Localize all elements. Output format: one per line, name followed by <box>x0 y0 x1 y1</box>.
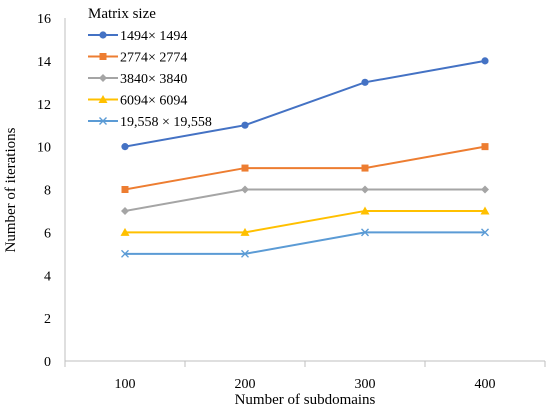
y-tick-label: 6 <box>44 226 51 241</box>
data-point <box>120 227 130 236</box>
legend-label: 19,558 × 19,558 <box>120 115 212 130</box>
legend-marker <box>99 31 107 39</box>
data-point <box>481 228 489 237</box>
series-line <box>125 209 485 234</box>
legend-item: 1494× 1494 <box>88 29 187 44</box>
series-1 <box>121 57 489 151</box>
data-point <box>361 228 369 237</box>
legend-item: 19,558 × 19,558 <box>88 115 212 130</box>
data-point <box>241 185 249 194</box>
legend-marker <box>98 95 108 103</box>
y-tick-label: 16 <box>37 12 51 27</box>
legend: Matrix size 1494× 1494 2774× 2774 3840× 384… <box>88 6 212 130</box>
x-axis-label: Number of subdomains <box>235 392 376 408</box>
legend-label: 6094× 6094 <box>120 94 187 109</box>
legend-item: 2774× 2774 <box>88 51 187 66</box>
y-tick-label: 10 <box>37 141 51 156</box>
y-tick-label: 12 <box>37 98 51 113</box>
x-tick-label: 200 <box>235 377 256 392</box>
data-point <box>360 206 370 215</box>
data-point <box>121 206 129 215</box>
legend-title: Matrix size <box>88 6 156 22</box>
series-5 <box>121 228 489 258</box>
series-line <box>124 59 486 148</box>
data-point <box>361 164 369 172</box>
y-tick-label: 2 <box>44 312 51 327</box>
legend-item: 3840× 3840 <box>88 72 187 87</box>
data-point <box>241 249 249 258</box>
x-tick-labels: 100 200 300 400 <box>115 377 496 392</box>
data-point <box>481 57 489 65</box>
series-line <box>124 188 485 212</box>
y-tick-label: 14 <box>37 55 51 70</box>
legend-label: 2774× 2774 <box>120 51 187 66</box>
legend-label: 1494× 1494 <box>120 29 187 44</box>
series-group <box>120 57 490 258</box>
legend-marker <box>99 117 107 125</box>
series-3 <box>121 185 489 215</box>
y-axis-label: Number of iterations <box>3 127 19 252</box>
data-point <box>240 227 250 236</box>
data-point <box>241 121 249 129</box>
series-4 <box>120 206 490 236</box>
data-point <box>241 164 249 172</box>
series-line <box>125 231 485 255</box>
y-tick-labels: 0 2 4 6 8 10 12 14 16 <box>37 12 51 370</box>
legend-item: 6094× 6094 <box>88 94 187 109</box>
series-2 <box>121 143 489 193</box>
y-tick-label: 4 <box>44 269 51 284</box>
data-point <box>361 78 369 86</box>
data-point <box>121 143 129 151</box>
data-point <box>481 143 489 151</box>
legend-label: 3840× 3840 <box>120 72 187 87</box>
y-tick-label: 8 <box>44 184 51 199</box>
data-point <box>361 185 369 194</box>
data-point <box>480 206 490 215</box>
x-tick-label: 300 <box>355 377 376 392</box>
x-tick-label: 100 <box>115 377 136 392</box>
x-tick-label: 400 <box>475 377 496 392</box>
data-point <box>481 185 489 194</box>
axes <box>64 18 546 367</box>
data-point <box>121 186 129 193</box>
data-point <box>121 249 129 258</box>
series-line <box>124 145 486 191</box>
y-tick-label: 0 <box>44 355 51 370</box>
legend-marker <box>99 74 107 82</box>
legend-marker <box>99 53 107 60</box>
